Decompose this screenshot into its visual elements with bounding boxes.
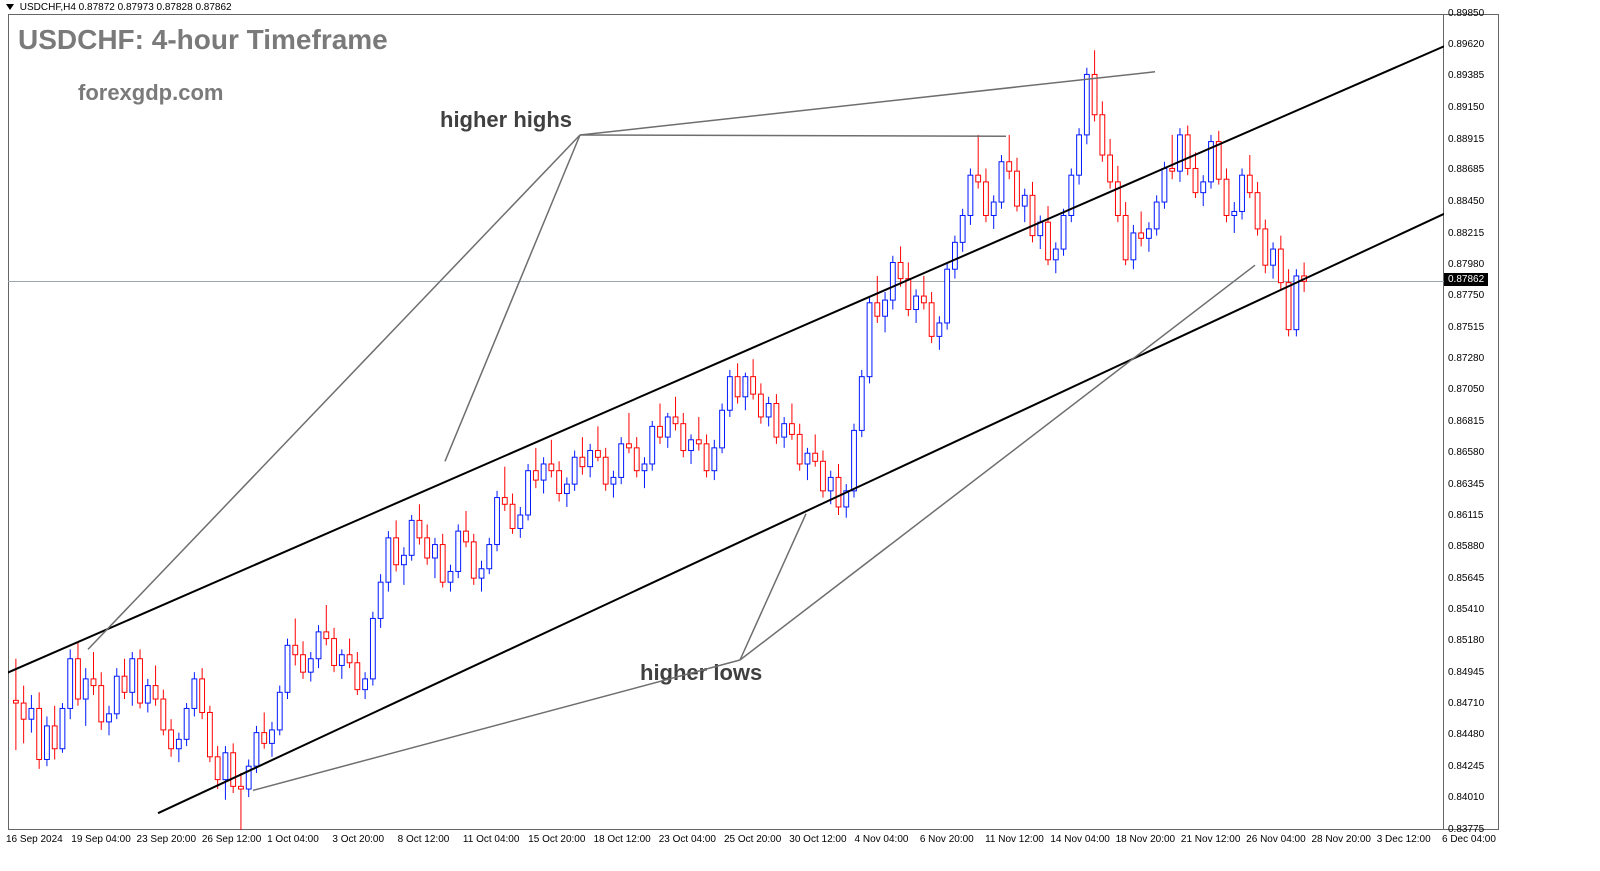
x-tick-label: 6 Dec 04:00: [1442, 834, 1496, 845]
x-tick-label: 6 Nov 20:00: [920, 834, 974, 845]
y-tick-label: 0.84480: [1448, 729, 1484, 740]
y-tick-label: 0.87515: [1448, 322, 1484, 333]
y-tick-label: 0.84010: [1448, 792, 1484, 803]
y-tick-label: 0.85410: [1448, 604, 1484, 615]
x-tick-label: 26 Sep 12:00: [202, 834, 262, 845]
y-tick-label: 0.89385: [1448, 70, 1484, 81]
y-tick-label: 0.88915: [1448, 134, 1484, 145]
chart-title: USDCHF: 4-hour Timeframe: [18, 24, 388, 56]
x-tick-label: 18 Oct 12:00: [593, 834, 650, 845]
y-tick-label: 0.84945: [1448, 667, 1484, 678]
x-tick-label: 25 Oct 20:00: [724, 834, 781, 845]
x-tick-label: 19 Sep 04:00: [71, 834, 131, 845]
y-tick-label: 0.86345: [1448, 479, 1484, 490]
x-tick-label: 30 Oct 12:00: [789, 834, 846, 845]
y-tick-label: 0.89620: [1448, 39, 1484, 50]
y-tick-label: 0.87980: [1448, 259, 1484, 270]
current-price-tag: 0.87862: [1444, 273, 1488, 286]
dropdown-triangle-icon: [6, 4, 14, 10]
y-tick-label: 0.85180: [1448, 635, 1484, 646]
y-tick-label: 0.89850: [1448, 8, 1484, 19]
x-tick-label: 21 Nov 12:00: [1181, 834, 1241, 845]
y-tick-label: 0.86115: [1448, 510, 1483, 521]
x-tick-label: 4 Nov 04:00: [855, 834, 909, 845]
x-tick-label: 11 Nov 12:00: [985, 834, 1044, 845]
y-tick-label: 0.87750: [1448, 290, 1484, 301]
x-tick-label: 11 Oct 04:00: [463, 834, 520, 845]
annotation-higher-lows: higher lows: [640, 660, 762, 686]
x-tick-label: 3 Oct 20:00: [332, 834, 384, 845]
plot-border[interactable]: [8, 14, 1444, 830]
x-tick-label: 26 Nov 04:00: [1246, 834, 1306, 845]
y-tick-label: 0.87280: [1448, 353, 1484, 364]
y-tick-label: 0.88215: [1448, 228, 1484, 239]
chart-root: USDCHF,H4 0.87872 0.87973 0.87828 0.8786…: [0, 0, 1600, 871]
y-tick-label: 0.87050: [1448, 384, 1484, 395]
y-tick-label: 0.84710: [1448, 698, 1484, 709]
x-tick-label: 23 Sep 20:00: [137, 834, 197, 845]
x-tick-label: 23 Oct 04:00: [659, 834, 716, 845]
x-tick-label: 8 Oct 12:00: [398, 834, 450, 845]
y-tick-label: 0.89150: [1448, 102, 1484, 113]
x-tick-label: 15 Oct 20:00: [528, 834, 585, 845]
watermark: forexgdp.com: [78, 80, 223, 106]
x-tick-label: 18 Nov 20:00: [1116, 834, 1176, 845]
y-tick-label: 0.86580: [1448, 447, 1484, 458]
y-tick-label: 0.88685: [1448, 164, 1484, 175]
y-tick-label: 0.85880: [1448, 541, 1484, 552]
symbol-info: USDCHF,H4 0.87872 0.87973 0.87828 0.8786…: [6, 2, 232, 13]
y-tick-label: 0.84245: [1448, 761, 1484, 772]
y-tick-label: 0.85645: [1448, 573, 1484, 584]
x-tick-label: 28 Nov 20:00: [1311, 834, 1371, 845]
x-tick-label: 3 Dec 12:00: [1377, 834, 1431, 845]
x-tick-label: 16 Sep 2024: [6, 834, 63, 845]
current-price-line: [8, 281, 1444, 282]
annotation-higher-highs: higher highs: [440, 107, 572, 133]
x-tick-label: 1 Oct 04:00: [267, 834, 319, 845]
y-tick-label: 0.86815: [1448, 416, 1484, 427]
symbol-info-text: USDCHF,H4 0.87872 0.87973 0.87828 0.8786…: [20, 2, 232, 13]
x-tick-label: 14 Nov 04:00: [1050, 834, 1110, 845]
y-tick-label: 0.88450: [1448, 196, 1484, 207]
